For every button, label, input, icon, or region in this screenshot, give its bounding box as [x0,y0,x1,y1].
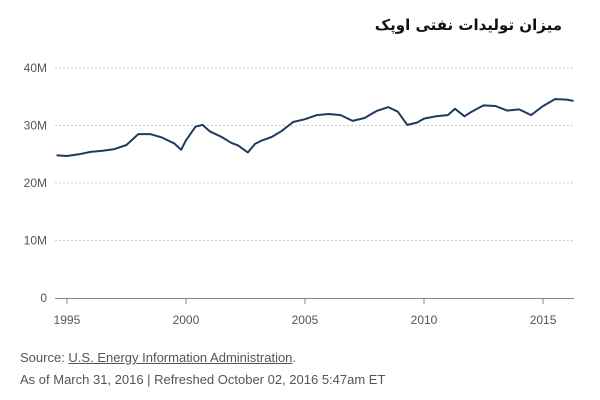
source-note: Source: U.S. Energy Information Administ… [20,350,296,365]
x-tick-label: 2005 [292,313,319,327]
y-tick-label: 40M [24,61,47,75]
x-tick-label: 2015 [530,313,557,327]
y-tick-label: 30M [24,119,47,133]
x-tick-labels: 1995 2000 2005 2010 2015 [54,298,557,327]
y-tick-label: 0 [40,291,47,305]
source-link[interactable]: U.S. Energy Information Administration [68,350,293,365]
source-prefix: Source: [20,350,69,365]
chart-title: میزان تولیدات نفتی اوپک [374,16,562,34]
x-tick-label: 2000 [173,313,200,327]
series-line [56,98,574,157]
source-suffix: . [292,350,297,365]
y-axis: 0 10M 20M 30M 40M [24,61,48,305]
grid [55,67,574,241]
x-tick-label: 2010 [411,313,438,327]
y-tick-label: 20M [24,176,47,190]
x-tick-label: 1995 [54,313,81,327]
date-note: As of March 31, 2016 | Refreshed October… [20,372,386,387]
line-chart: 0 10M 20M 30M 40M 1995 2000 2005 2010 2015 [24,61,574,327]
y-tick-label: 10M [24,234,47,248]
